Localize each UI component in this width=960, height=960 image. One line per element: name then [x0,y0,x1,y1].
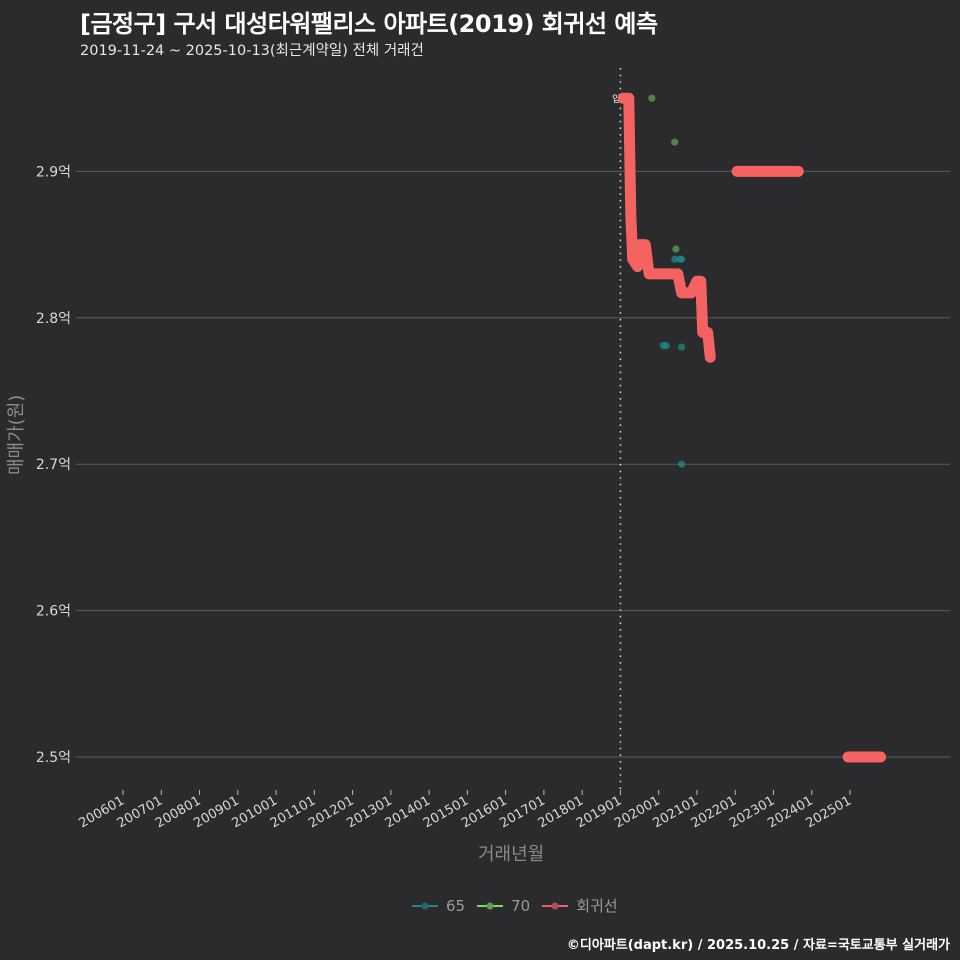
data-point-65 [678,255,686,263]
y-tick-label: 2.6억 [36,604,71,620]
regression-line [617,92,887,763]
legend-label-regression: 회귀선 [576,897,618,915]
chart-subtitle: 2019-11-24 ~ 2025-10-13(최근계약일) 전체 거래건 [80,43,424,59]
legend-label-65: 65 [446,896,466,915]
x-axis-label: 거래년월 [478,844,545,865]
y-tick-label: 2.7억 [36,457,71,473]
data-point-70 [671,138,679,146]
legend-item-70[interactable]: 70 [477,897,530,915]
data-point-70 [672,245,680,253]
gridlines [76,170,950,758]
data-point-65 [678,460,686,468]
legend-key-regression-icon [542,902,569,909]
x-tick-labels: 2006012007012008012009012010012011012012… [77,790,854,831]
data-point-70 [648,94,656,102]
regression-segment [617,92,716,363]
legend: 65 70 회귀선 [412,895,622,916]
data-point-65 [671,255,679,263]
y-axis-label: 매매가(원) [6,394,27,475]
data-point-65 [678,343,686,351]
y-tick-label: 2.8억 [36,311,71,327]
y-tick-label: 2.9억 [36,164,71,180]
legend-key-70-icon [477,902,504,909]
legend-key-65-icon [412,902,438,909]
y-tick-labels: 2.5억 2.6억 2.7억 2.8억 2.9억 [36,164,71,766]
source-caption: ©디아파트(dapt.kr) / 2025.10.25 / 자료=국토교통부 실… [566,938,950,953]
legend-label-70: 70 [511,896,531,915]
data-point-65 [662,342,670,350]
scatter-points [648,94,686,468]
y-tick-label: 2.5억 [36,750,71,766]
legend-item-65[interactable]: 65 [412,897,465,915]
legend-item-regression[interactable]: 회귀선 [542,895,618,916]
chart-title: [금정구] 구서 대성타워팰리스 아파트(2019) 회귀선 예측 [80,10,658,38]
